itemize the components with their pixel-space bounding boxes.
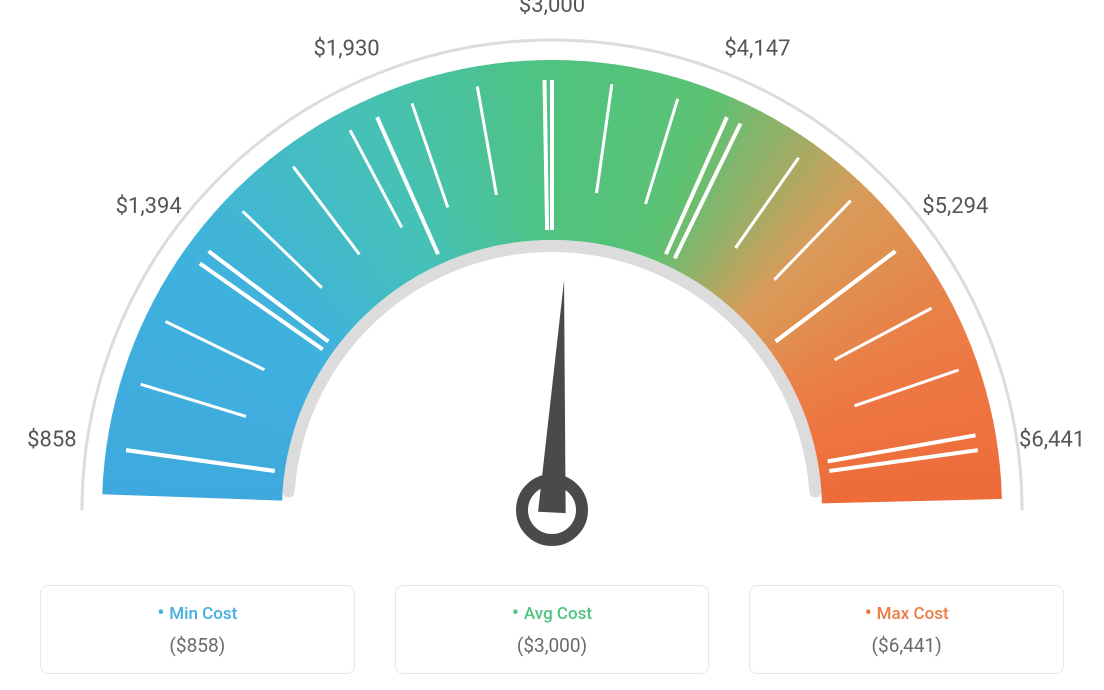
- gauge-tick-label: $1,930: [314, 37, 380, 62]
- legend-card-avg: Avg Cost ($3,000): [395, 585, 710, 674]
- gauge-tick-label: $6,441: [1019, 428, 1085, 453]
- legend-card-min: Min Cost ($858): [40, 585, 355, 674]
- legend-label-avg: Avg Cost: [406, 600, 699, 624]
- gauge-tick-label: $3,000: [519, 0, 585, 18]
- gauge-tick-label: $1,394: [116, 194, 182, 219]
- gauge-chart: $858 $1,394 $1,930 $3,000 $4,147 $5,294 $6,441: [0, 0, 1104, 560]
- legend-label-max: Max Cost: [760, 600, 1053, 624]
- legend-value-avg: ($3,000): [406, 634, 699, 657]
- legend-label-min: Min Cost: [51, 600, 344, 624]
- legend-value-min: ($858): [51, 634, 344, 657]
- gauge-tick-label: $858: [27, 428, 76, 453]
- legend-value-max: ($6,441): [760, 634, 1053, 657]
- legend-card-max: Max Cost ($6,441): [749, 585, 1064, 674]
- gauge-tick-label: $4,147: [724, 37, 790, 62]
- gauge-tick-label: $5,294: [922, 194, 988, 219]
- legend-row: Min Cost ($858) Avg Cost ($3,000) Max Co…: [0, 585, 1104, 674]
- cost-gauge-widget: $858 $1,394 $1,930 $3,000 $4,147 $5,294 $6,441…: [0, 0, 1104, 690]
